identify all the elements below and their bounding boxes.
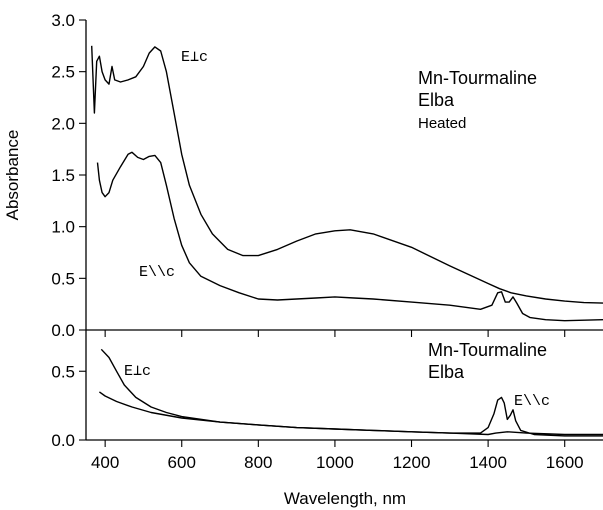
top-panel: 0.0 0.5 1.0 1.5 2.0 2.5 3.0 Mn-Tourmaline Elba… (51, 11, 603, 340)
x-tick-label: 1200 (393, 453, 431, 472)
bottom-sample-locality: Elba (428, 362, 465, 382)
top-y-tick-label: 3.0 (51, 11, 75, 30)
bottom-y-tick-label: 0.5 (51, 362, 75, 381)
x-tick-label: 1000 (316, 453, 354, 472)
top-y-tick-label: 0.5 (51, 269, 75, 288)
top-series-line-2 (96, 151, 603, 322)
top-y-tick-label: 1.0 (51, 218, 75, 237)
top-perp-label: E⊥c (181, 49, 208, 66)
x-tick-label: 400 (91, 453, 119, 472)
y-axis-title: Absorbance (3, 130, 22, 221)
bottom-perp-label: E⊥c (124, 363, 151, 380)
x-axis-title: Wavelength, nm (284, 489, 406, 508)
top-y-tick-label: 0.0 (51, 321, 75, 340)
top-y-tick-label: 1.5 (51, 166, 75, 185)
top-y-tick-label: 2.5 (51, 63, 75, 82)
top-treatment-label: Heated (418, 115, 466, 132)
bottom-series-line-1 (100, 348, 603, 436)
bottom-y-tick-label: 0.0 (51, 431, 75, 450)
top-par-label: E\\c (139, 264, 175, 281)
x-tick-label: 600 (168, 453, 196, 472)
top-y-tick-label: 2.0 (51, 114, 75, 133)
top-sample-locality: Elba (418, 90, 455, 110)
bottom-panel: 0.0 0.5 400 600 800 1000 1200 1400 1600 Mn-Tour… (51, 330, 603, 472)
top-series-line-1 (91, 45, 603, 304)
x-tick-label: 800 (244, 453, 272, 472)
bottom-par-label: E\\c (514, 393, 550, 410)
bottom-series-line-2 (98, 391, 603, 437)
bottom-sample-name: Mn-Tourmaline (428, 340, 547, 360)
x-tick-label: 1400 (469, 453, 507, 472)
top-sample-name: Mn-Tourmaline (418, 68, 537, 88)
x-tick-label: 1600 (546, 453, 584, 472)
